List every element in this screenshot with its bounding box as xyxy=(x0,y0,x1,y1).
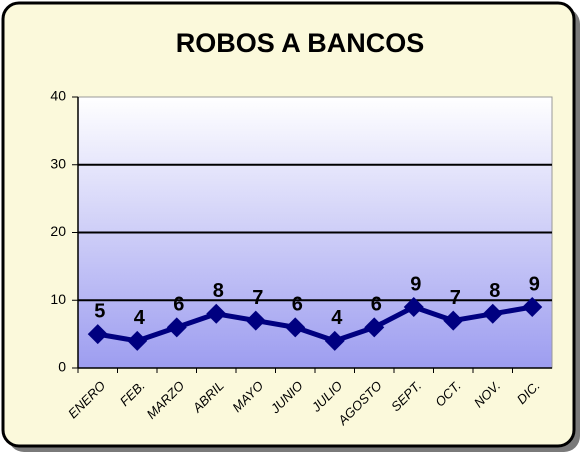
data-label: 9 xyxy=(529,273,540,295)
data-label: 9 xyxy=(410,273,421,295)
marker xyxy=(206,303,227,324)
y-tick-label: 20 xyxy=(50,223,66,239)
marker xyxy=(127,330,148,351)
y-tick-label: 0 xyxy=(58,359,66,375)
data-label: 4 xyxy=(134,307,146,329)
marker xyxy=(364,317,385,338)
marker xyxy=(245,310,266,331)
marker xyxy=(87,324,108,345)
data-label: 4 xyxy=(331,307,343,329)
marker xyxy=(522,297,543,318)
chart-title: ROBOS A BANCOS xyxy=(176,28,425,58)
marker xyxy=(443,310,464,331)
marker xyxy=(324,330,345,351)
marker xyxy=(403,297,424,318)
data-label: 6 xyxy=(173,294,184,316)
data-label: 5 xyxy=(94,300,105,322)
data-label: 8 xyxy=(213,280,224,302)
data-label: 6 xyxy=(371,294,382,316)
marker xyxy=(482,303,503,324)
marker xyxy=(285,317,306,338)
data-label: 6 xyxy=(292,294,303,316)
marker xyxy=(166,317,187,338)
data-label: 8 xyxy=(489,280,500,302)
data-label: 7 xyxy=(252,287,263,309)
y-tick-label: 40 xyxy=(50,88,66,104)
data-label: 7 xyxy=(450,287,461,309)
y-tick-label: 30 xyxy=(50,155,66,171)
y-tick-label: 10 xyxy=(50,291,66,307)
